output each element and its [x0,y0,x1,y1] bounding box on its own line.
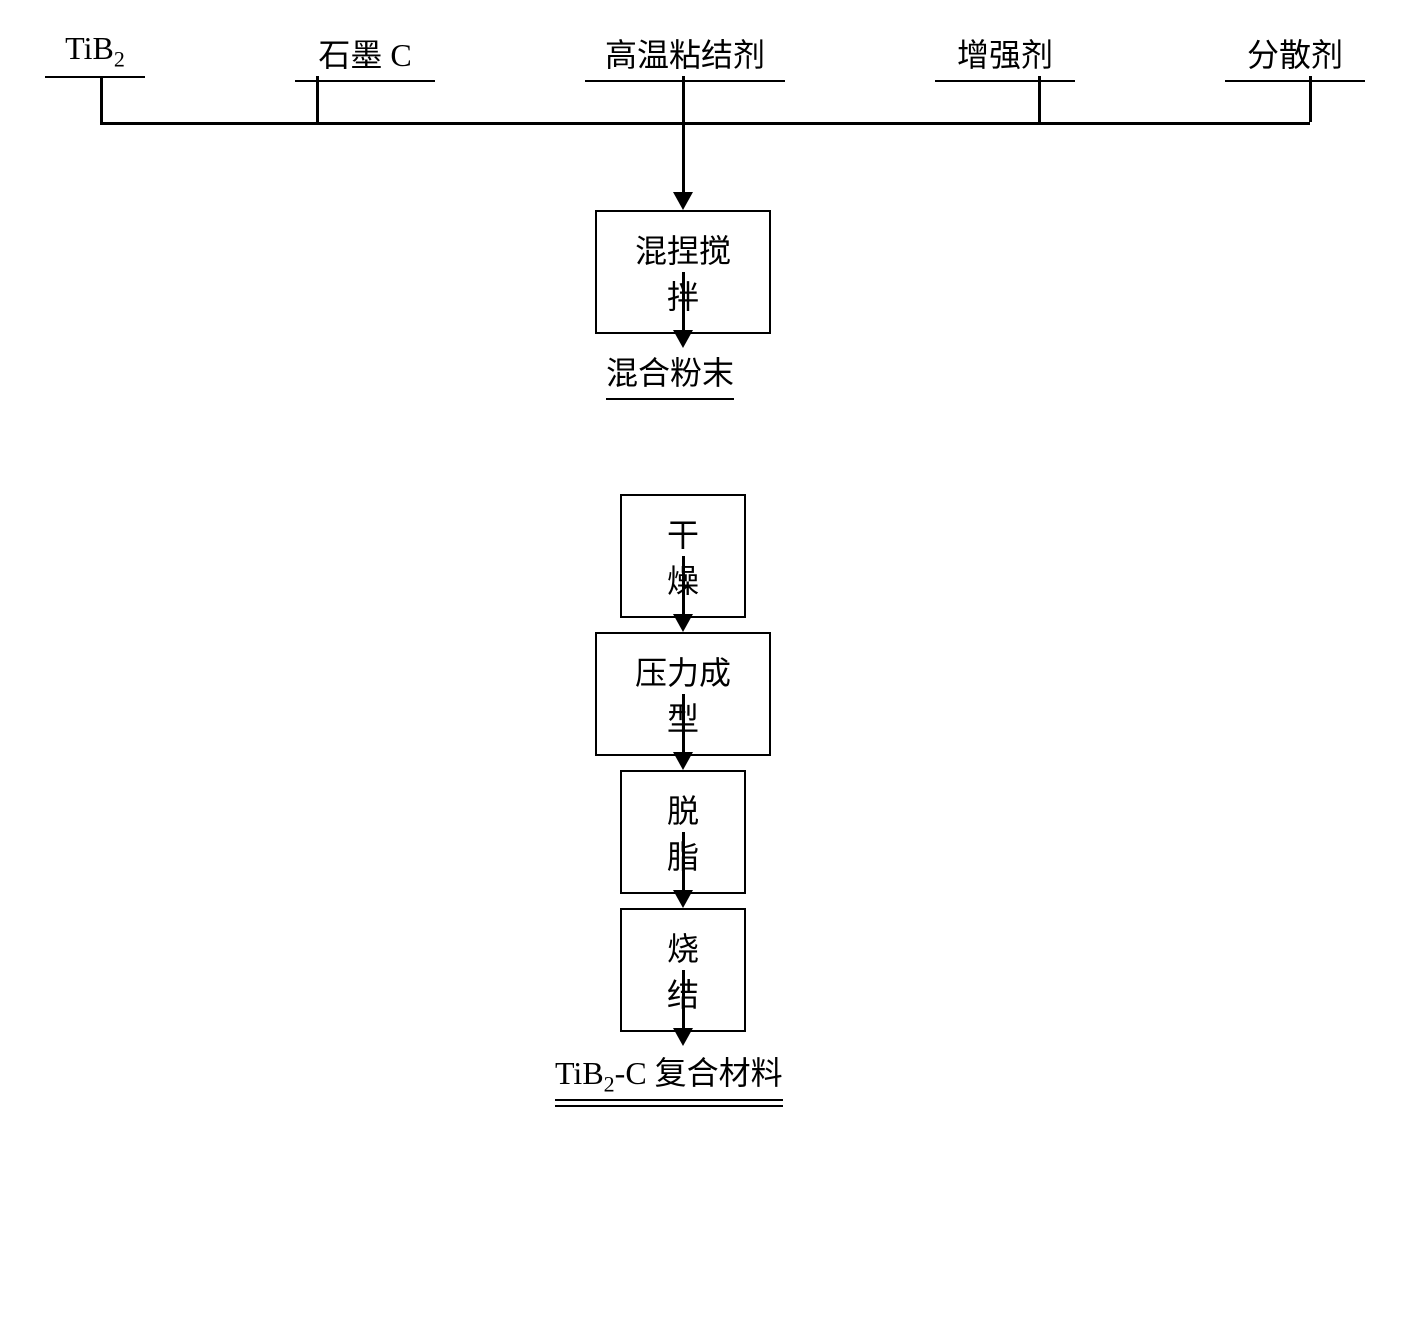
enhancer-text: 增强剂 [935,30,1075,82]
arrow-head-6 [673,1028,693,1046]
arrow-head-2 [673,330,693,348]
tick-tib2 [100,76,103,122]
tick-enhancer [1038,76,1041,122]
tib2-sub-text: 2 [114,46,125,71]
arrow-head-5 [673,890,693,908]
arrow-head-1 [673,192,693,210]
tib2-prefix-text: TiB [65,30,114,66]
arrow-head-4 [673,752,693,770]
final-suffix-text: -C 复合材料 [615,1055,783,1091]
dispersant-text: 分散剂 [1225,30,1365,82]
input-dispersant: 分散剂 [1225,30,1365,82]
tick-graphite [316,76,319,122]
input-tib2: TiB2 [45,30,145,82]
input-row: TiB2 石墨 C 高温粘结剂 增强剂 分散剂 [45,30,1365,82]
arrow-line-2 [682,272,685,332]
input-graphite: 石墨 C [295,30,435,82]
tick-dispersant [1309,76,1312,122]
tick-binder [682,76,685,122]
mixed-powder-label: 混合粉末 [606,348,734,400]
arrow-line-5 [682,832,685,892]
final-prefix-text: TiB [555,1055,604,1091]
input-enhancer: 增强剂 [935,30,1075,82]
input-binder: 高温粘结剂 [585,30,785,82]
mixed-powder-text: 混合粉末 [606,348,734,400]
horizontal-collector-line [100,122,1310,125]
binder-text: 高温粘结剂 [585,30,785,82]
final-label: TiB2-C 复合材料 [555,1048,783,1101]
arrow-line-4 [682,694,685,754]
arrow-line-1 [682,124,685,194]
arrow-line-6 [682,970,685,1030]
graphite-text: 石墨 C [295,30,435,82]
arrow-head-3 [673,614,693,632]
arrow-line-3 [682,556,685,616]
final-sub-text: 2 [604,1071,615,1096]
